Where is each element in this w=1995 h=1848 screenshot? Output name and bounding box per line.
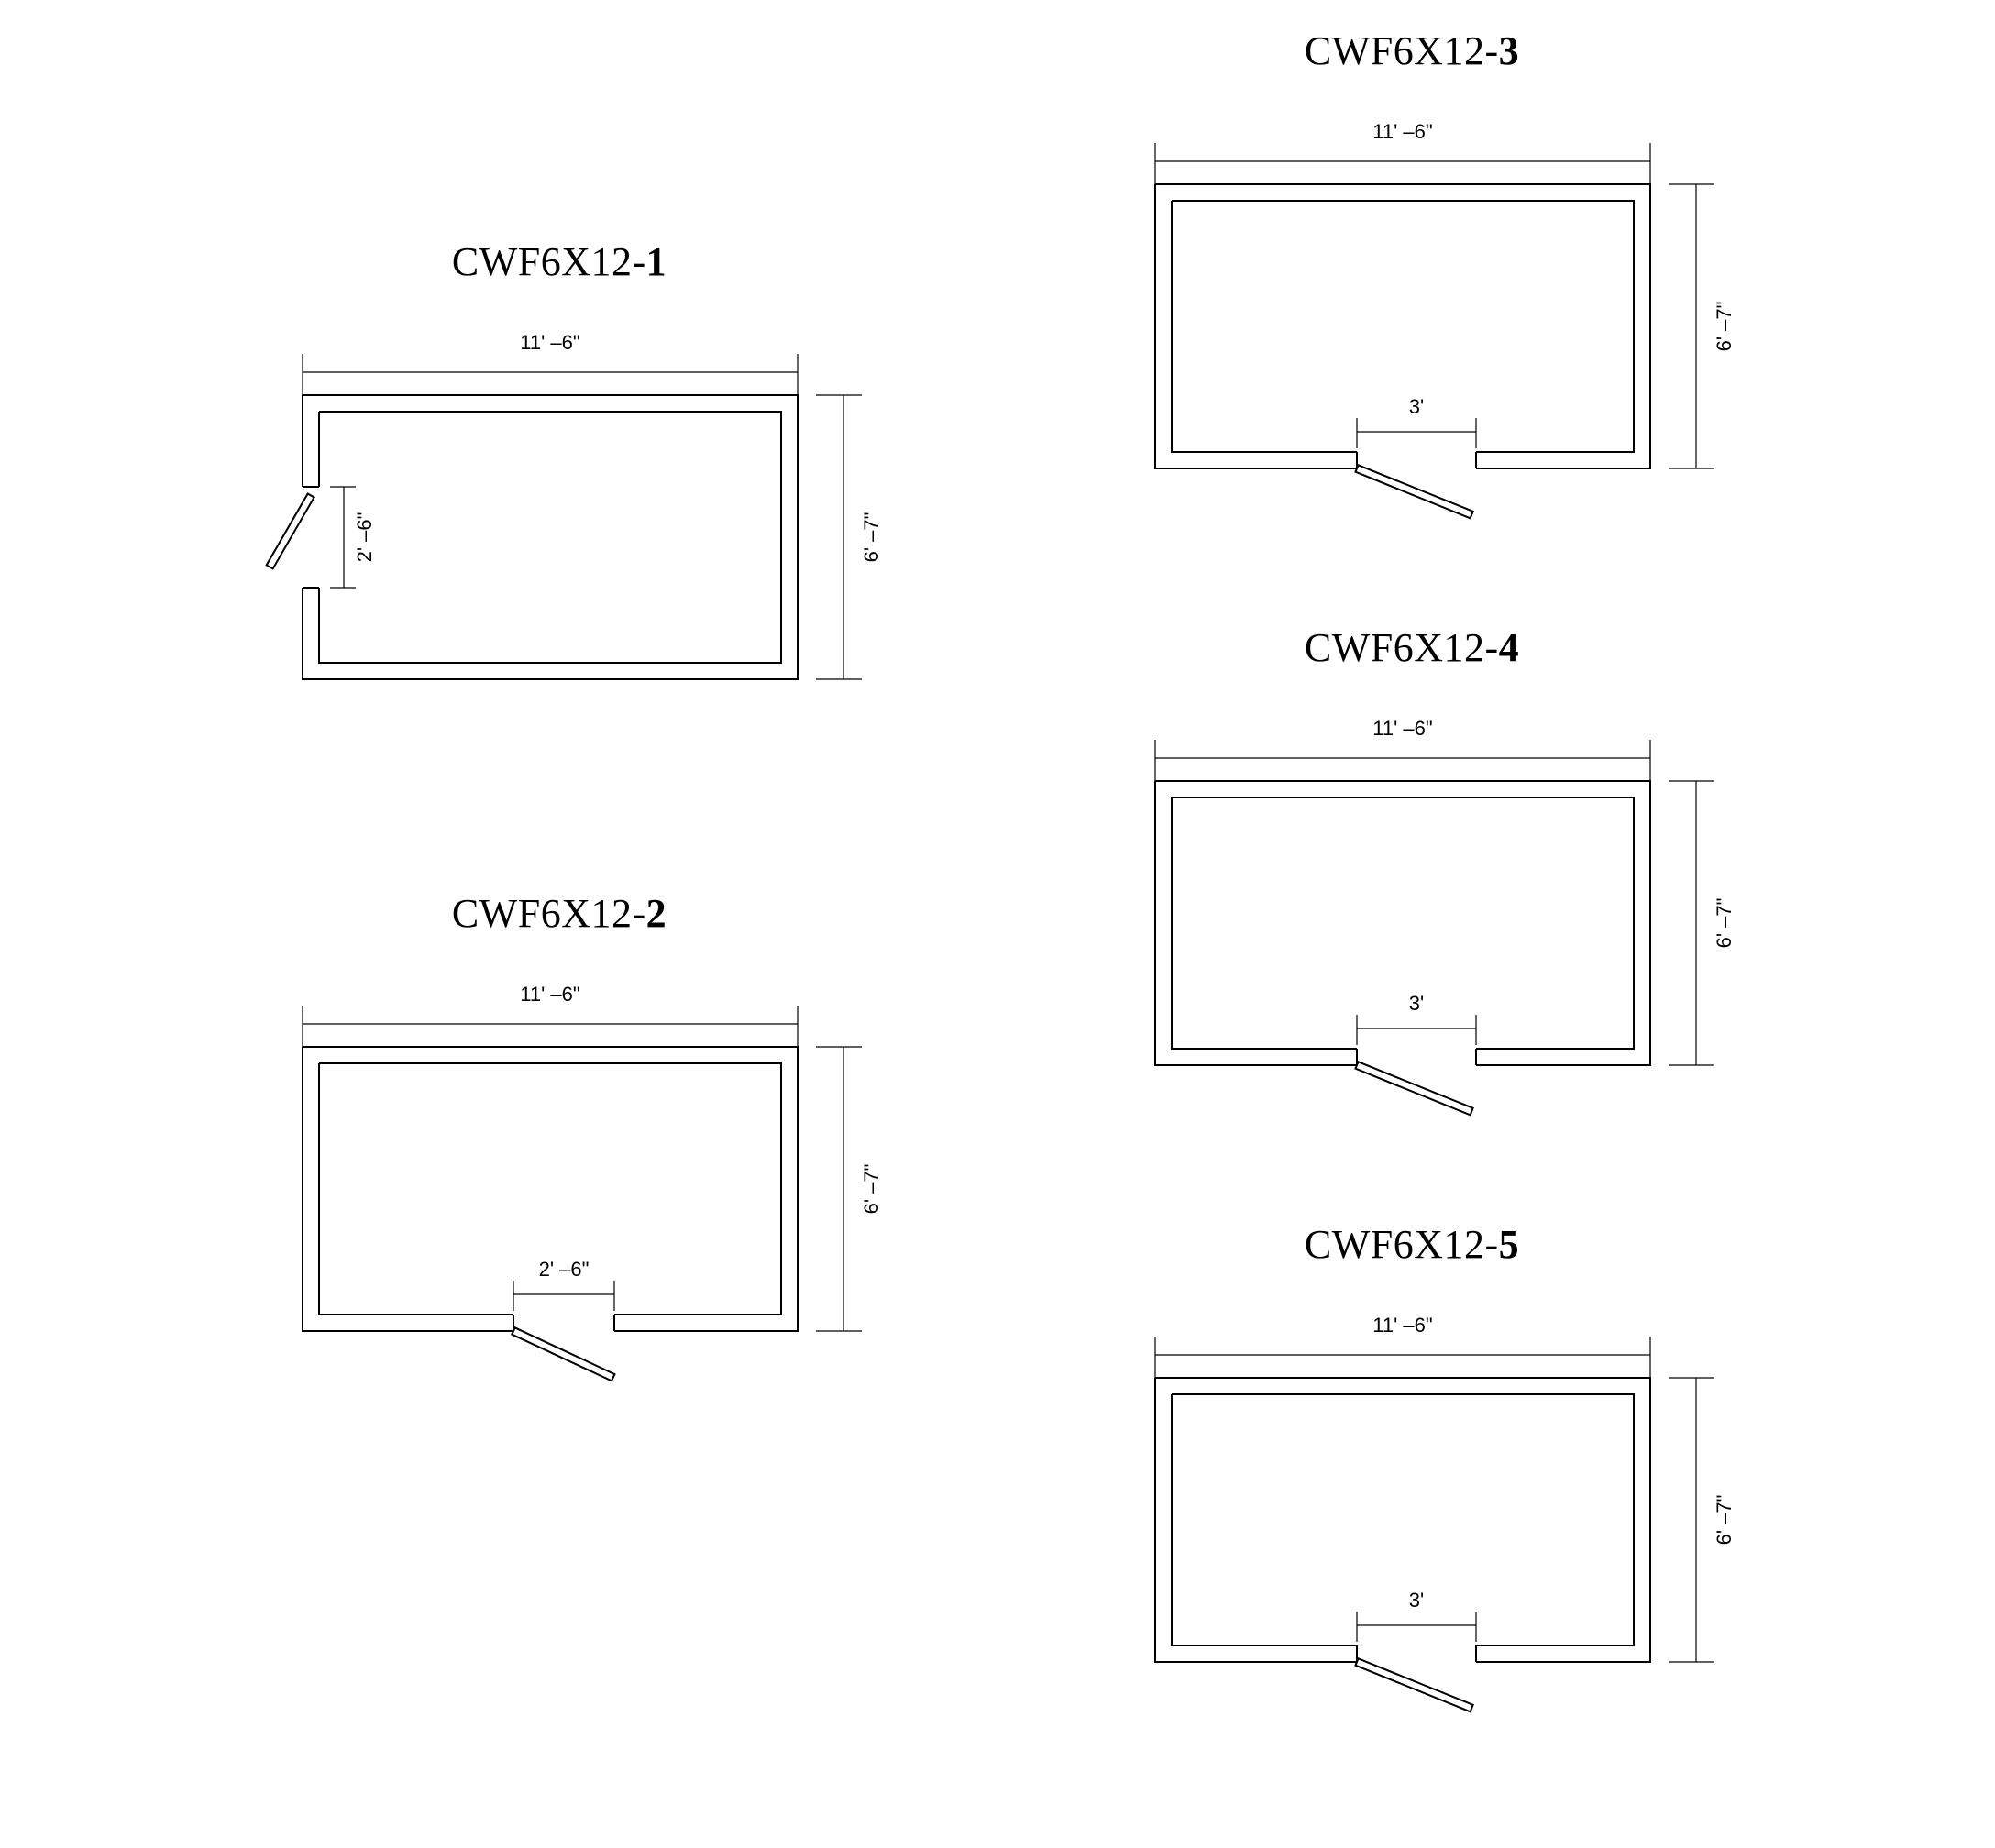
dim-width: 11' –6": [303, 983, 798, 1047]
dim-door: 3': [1357, 992, 1476, 1045]
dim-width-value: 11' –6": [520, 983, 579, 1006]
title-prefix: CWF6X12-: [1305, 28, 1499, 73]
floorplan-svg: 11' –6" 6' –7": [1054, 1286, 1769, 1763]
dim-width-value: 11' –6": [1372, 717, 1432, 740]
floorplan-svg: 11' –6" 6' –7": [1054, 93, 1769, 569]
dim-height: 6' –7": [816, 1047, 883, 1331]
floorplan-svg: 11' –6" 6' –7": [202, 955, 917, 1432]
door-swing: [512, 1327, 614, 1380]
title-prefix: CWF6X12-: [452, 891, 646, 936]
dim-door: 2' –6": [330, 487, 376, 588]
title-suffix: 4: [1499, 625, 1520, 670]
dim-height-value: 6' –7": [860, 512, 883, 563]
panel-title: CWF6X12-5: [1054, 1221, 1769, 1268]
dim-door: 3': [1357, 1589, 1476, 1642]
dim-height-value: 6' –7": [1713, 302, 1736, 352]
page: CWF6X12-1 11' –6" 6' –7": [0, 0, 1995, 1848]
dim-width-value: 11' –6": [1372, 1314, 1432, 1336]
dim-width-value: 11' –6": [520, 331, 579, 354]
floorplan-svg: 11' –6" 6' –7": [1054, 689, 1769, 1166]
dim-height: 6' –7": [1669, 781, 1736, 1065]
floorplan-panel-3: CWF6X12-3 11' –6" 6' –7": [1054, 28, 1769, 569]
dim-door-value: 3': [1409, 992, 1424, 1015]
panel-title: CWF6X12-2: [202, 890, 917, 937]
title-prefix: CWF6X12-: [1305, 625, 1499, 670]
dim-height-value: 6' –7": [1713, 898, 1736, 949]
walls: [303, 1047, 798, 1331]
door-swing: [267, 494, 314, 569]
walls: [1155, 1378, 1650, 1662]
dim-height: 6' –7": [1669, 1378, 1736, 1662]
dim-door: 2' –6": [513, 1258, 614, 1311]
dim-height-value: 6' –7": [860, 1164, 883, 1215]
title-suffix: 3: [1499, 28, 1520, 73]
dim-height: 6' –7": [1669, 184, 1736, 468]
dim-width: 11' –6": [303, 331, 798, 395]
dim-door-value: 2' –6": [353, 512, 376, 563]
dim-door: 3': [1357, 395, 1476, 448]
walls: [303, 395, 798, 679]
dim-height-value: 6' –7": [1713, 1495, 1736, 1546]
dim-door-value: 2' –6": [539, 1258, 590, 1281]
walls: [1155, 781, 1650, 1065]
dim-door-value: 3': [1409, 395, 1424, 418]
title-prefix: CWF6X12-: [452, 239, 646, 284]
dim-height: 6' –7": [816, 395, 883, 679]
title-suffix: 2: [646, 891, 667, 936]
floorplan-panel-2: CWF6X12-2 11' –6" 6' –7": [202, 890, 917, 1432]
walls: [1155, 184, 1650, 468]
panel-title: CWF6X12-1: [202, 238, 917, 285]
dim-width-value: 11' –6": [1372, 120, 1432, 143]
floorplan-panel-4: CWF6X12-4 11' –6" 6' –7": [1054, 624, 1769, 1166]
door-swing: [1356, 1658, 1473, 1711]
floorplan-svg: 11' –6" 6' –7": [202, 303, 917, 743]
door-swing: [1356, 1062, 1473, 1115]
dim-width: 11' –6": [1155, 1314, 1650, 1378]
dim-width: 11' –6": [1155, 120, 1650, 184]
door-swing: [1356, 465, 1473, 518]
dim-door-value: 3': [1409, 1589, 1424, 1612]
floorplan-panel-5: CWF6X12-5 11' –6" 6' –7": [1054, 1221, 1769, 1763]
title-prefix: CWF6X12-: [1305, 1222, 1499, 1267]
title-suffix: 5: [1499, 1222, 1520, 1267]
title-suffix: 1: [646, 239, 667, 284]
panel-title: CWF6X12-3: [1054, 28, 1769, 74]
floorplan-panel-1: CWF6X12-1 11' –6" 6' –7": [202, 238, 917, 743]
left-column: CWF6X12-1 11' –6" 6' –7": [202, 238, 917, 1432]
panel-title: CWF6X12-4: [1054, 624, 1769, 671]
right-column: CWF6X12-3 11' –6" 6' –7": [1054, 28, 1769, 1763]
dim-width: 11' –6": [1155, 717, 1650, 781]
